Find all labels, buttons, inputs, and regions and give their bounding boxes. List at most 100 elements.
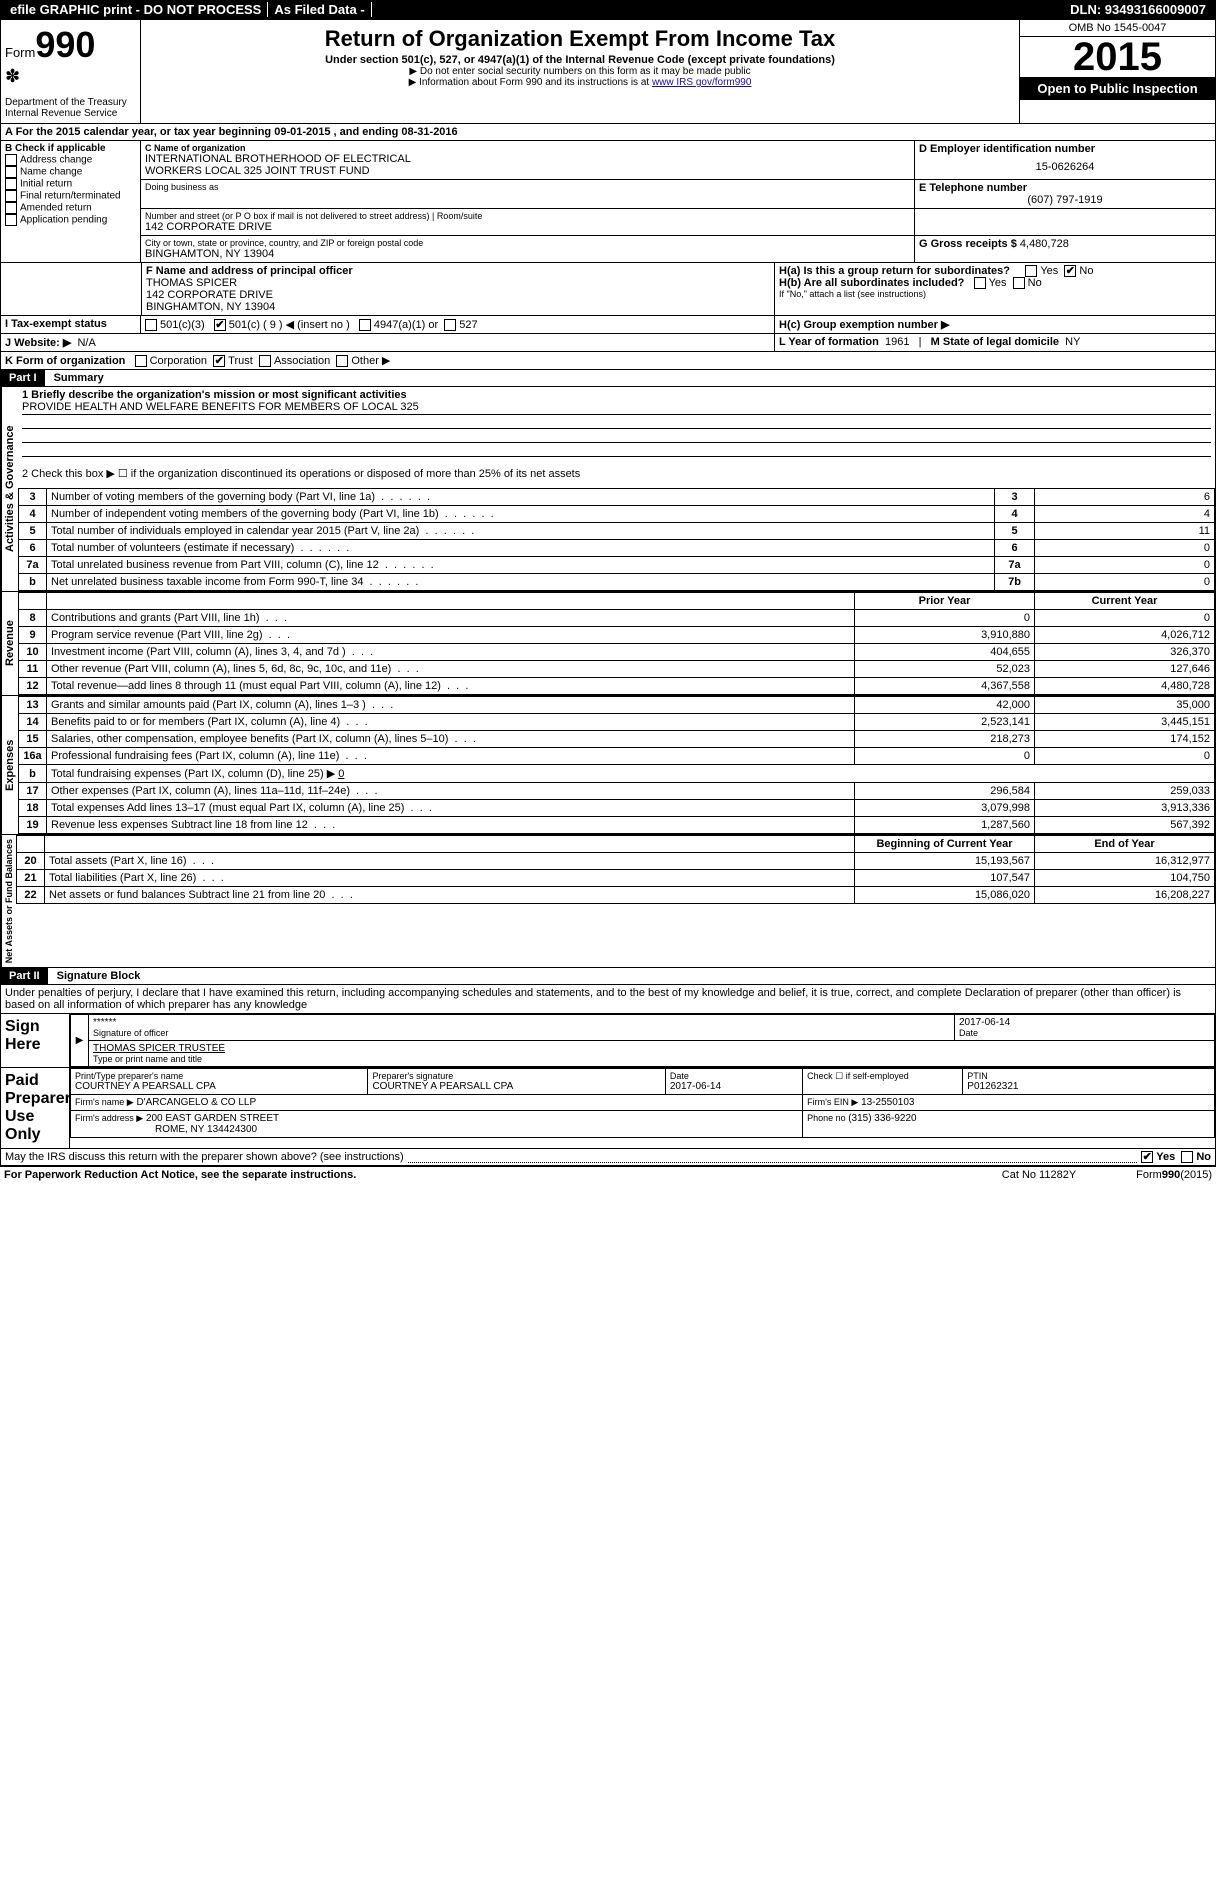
summary-row: 5Total number of individuals employed in… xyxy=(19,523,1215,540)
line-l-label: L Year of formation xyxy=(779,336,879,348)
tax-year: 2015 xyxy=(1020,37,1215,77)
part2-header: Part II Signature Block xyxy=(1,968,1215,984)
dept-treasury: Department of the Treasury xyxy=(5,97,136,108)
line-16b: Total fundraising expenses (Part IX, col… xyxy=(47,765,1215,783)
phone: (607) 797-1919 xyxy=(919,194,1211,206)
firm-ein: 13-2550103 xyxy=(861,1097,914,1108)
discuss-no[interactable] xyxy=(1181,1151,1193,1163)
discuss-yes[interactable]: ✔ xyxy=(1141,1151,1153,1163)
q2: 2 Check this box ▶ ☐ if the organization… xyxy=(18,459,1215,488)
summary-row: 3Number of voting members of the governi… xyxy=(19,489,1215,506)
state-domicile: NY xyxy=(1065,336,1080,348)
table-row: 13Grants and similar amounts paid (Part … xyxy=(19,697,1215,714)
check-address-change[interactable]: Address change xyxy=(5,154,136,166)
org-name-2: WORKERS LOCAL 325 JOINT TRUST FUND xyxy=(145,165,910,177)
cat-no: Cat No 11282Y xyxy=(1002,1169,1076,1181)
table-row: 19Revenue less expenses Subtract line 18… xyxy=(19,817,1215,834)
line-k: K Form of organization Corporation ✔Trus… xyxy=(1,352,1215,369)
paid-preparer-label: Paid Preparer Use Only xyxy=(0,1068,70,1149)
revenue-table: Prior YearCurrent Year 8Contributions an… xyxy=(18,592,1215,695)
firm-addr: 200 EAST GARDEN STREET xyxy=(146,1113,279,1124)
signature-table: ▶ ****** Signature of officer 2017-06-14… xyxy=(70,1014,1215,1067)
mission: PROVIDE HEALTH AND WELFARE BENEFITS FOR … xyxy=(22,401,1211,415)
table-row: 9Program service revenue (Part VIII, lin… xyxy=(19,627,1215,644)
summary-row: 7aTotal unrelated business revenue from … xyxy=(19,557,1215,574)
entity-block: B Check if applicable Address change Nam… xyxy=(0,141,1216,263)
officer-name: THOMAS SPICER xyxy=(146,277,770,289)
summary-small-rows: 3Number of voting members of the governi… xyxy=(18,488,1215,591)
table-row: 21Total liabilities (Part X, line 26) . … xyxy=(17,870,1215,887)
irs-link[interactable]: www IRS gov/form990 xyxy=(652,77,751,88)
h-b: H(b) Are all subordinates included? Yes … xyxy=(779,277,1211,289)
part1-body: Activities & Governance 1 Briefly descri… xyxy=(0,387,1216,592)
check-name-change[interactable]: Name change xyxy=(5,166,136,178)
box-g-label: G Gross receipts $ xyxy=(919,238,1020,250)
q1-label: 1 Briefly describe the organization's mi… xyxy=(22,389,407,401)
part1-header: Part I Summary xyxy=(1,370,1215,386)
org-name-1: INTERNATIONAL BROTHERHOOD OF ELECTRICAL xyxy=(145,153,910,165)
officer-name-sig: THOMAS SPICER TRUSTEE xyxy=(93,1043,1210,1054)
ssn-note: ▶ Do not enter social security numbers o… xyxy=(145,66,1015,77)
check-initial-return[interactable]: Initial return xyxy=(5,178,136,190)
open-to-public: Open to Public Inspection xyxy=(1020,77,1215,100)
expenses-table: 13Grants and similar amounts paid (Part … xyxy=(18,696,1215,834)
tax-exempt-options: 501(c)(3) ✔501(c) ( 9 ) ◀ (insert no ) 4… xyxy=(141,316,775,333)
may-discuss-row: May the IRS discuss this return with the… xyxy=(0,1149,1216,1166)
city: BINGHAMTON, NY 13904 xyxy=(145,248,910,260)
form-footer: Form990(2015) xyxy=(1136,1169,1212,1181)
table-row: 14Benefits paid to or for members (Part … xyxy=(19,714,1215,731)
as-filed: As Filed Data - xyxy=(268,2,371,17)
firm-phone: (315) 336-9220 xyxy=(848,1113,916,1124)
irs-label: Internal Revenue Service xyxy=(5,108,136,119)
website: N/A xyxy=(77,337,95,349)
perjury-statement: Under penalties of perjury, I declare th… xyxy=(0,985,1216,1014)
top-bar: efile GRAPHIC print - DO NOT PROCESS As … xyxy=(0,0,1216,19)
ein: 15-0626264 xyxy=(919,161,1211,173)
firm-name: D'ARCANGELO & CO LLP xyxy=(136,1097,256,1108)
table-row: 15Salaries, other compensation, employee… xyxy=(19,731,1215,748)
box-e-label: E Telephone number xyxy=(919,182,1211,194)
table-row: 12Total revenue—add lines 8 through 11 (… xyxy=(19,678,1215,695)
table-row: 22Net assets or fund balances Subtract l… xyxy=(17,887,1215,904)
box-b-title: B Check if applicable xyxy=(5,143,136,154)
h-a: H(a) Is this a group return for subordin… xyxy=(779,265,1211,277)
instructions-note: ▶ Information about Form 990 and its ins… xyxy=(145,77,1015,88)
col-curr: Current Year xyxy=(1035,593,1215,610)
efile-notice: efile GRAPHIC print - DO NOT PROCESS xyxy=(4,2,268,17)
hb-no[interactable] xyxy=(1013,277,1025,289)
form-subtitle: Under section 501(c), 527, or 4947(a)(1)… xyxy=(145,54,1015,66)
line-j-label: J Website: ▶ xyxy=(5,337,71,349)
h-c: H(c) Group exemption number ▶ xyxy=(775,316,1215,333)
check-amended[interactable]: Amended return xyxy=(5,202,136,214)
line-m-label: M State of legal domicile xyxy=(931,336,1059,348)
ha-no[interactable]: ✔ xyxy=(1064,265,1076,277)
self-emp[interactable]: Check ☐ if self-employed xyxy=(807,1071,958,1082)
paperwork-notice: For Paperwork Reduction Act Notice, see … xyxy=(4,1169,356,1181)
form-number: Form990 xyxy=(5,24,136,66)
summary-row: bNet unrelated business taxable income f… xyxy=(19,574,1215,591)
check-application-pending[interactable]: Application pending xyxy=(5,214,136,226)
tab-expenses: Expenses xyxy=(1,696,18,834)
col-end: End of Year xyxy=(1035,836,1215,853)
table-row: 16aProfessional fundraising fees (Part I… xyxy=(19,748,1215,765)
box-d-label: D Employer identification number xyxy=(919,143,1211,155)
summary-row: 6Total number of volunteers (estimate if… xyxy=(19,540,1215,557)
gross-receipts: 4,480,728 xyxy=(1020,238,1069,250)
h-b-note: If "No," attach a list (see instructions… xyxy=(779,289,1211,299)
dba-label: Doing business as xyxy=(145,182,910,192)
officer-addr2: BINGHAMTON, NY 13904 xyxy=(146,301,770,313)
form-header: Form990 ✽ Department of the Treasury Int… xyxy=(0,19,1216,124)
table-row: 18Total expenses Add lines 13–17 (must e… xyxy=(19,800,1215,817)
dln: DLN: 93493166009007 xyxy=(1064,2,1212,17)
netassets-table: Beginning of Current YearEnd of Year 20T… xyxy=(16,835,1215,904)
line-a: A For the 2015 calendar year, or tax yea… xyxy=(0,124,1216,141)
firm-city: ROME, NY 134424300 xyxy=(75,1124,798,1135)
check-final-return[interactable]: Final return/terminated xyxy=(5,190,136,202)
tab-revenue: Revenue xyxy=(1,592,18,695)
ha-yes[interactable] xyxy=(1025,265,1037,277)
street: 142 CORPORATE DRIVE xyxy=(145,221,910,233)
hb-yes[interactable] xyxy=(974,277,986,289)
col-begin: Beginning of Current Year xyxy=(855,836,1035,853)
table-row: 8Contributions and grants (Part VIII, li… xyxy=(19,610,1215,627)
prep-sig: COURTNEY A PEARSALL CPA xyxy=(372,1081,660,1092)
